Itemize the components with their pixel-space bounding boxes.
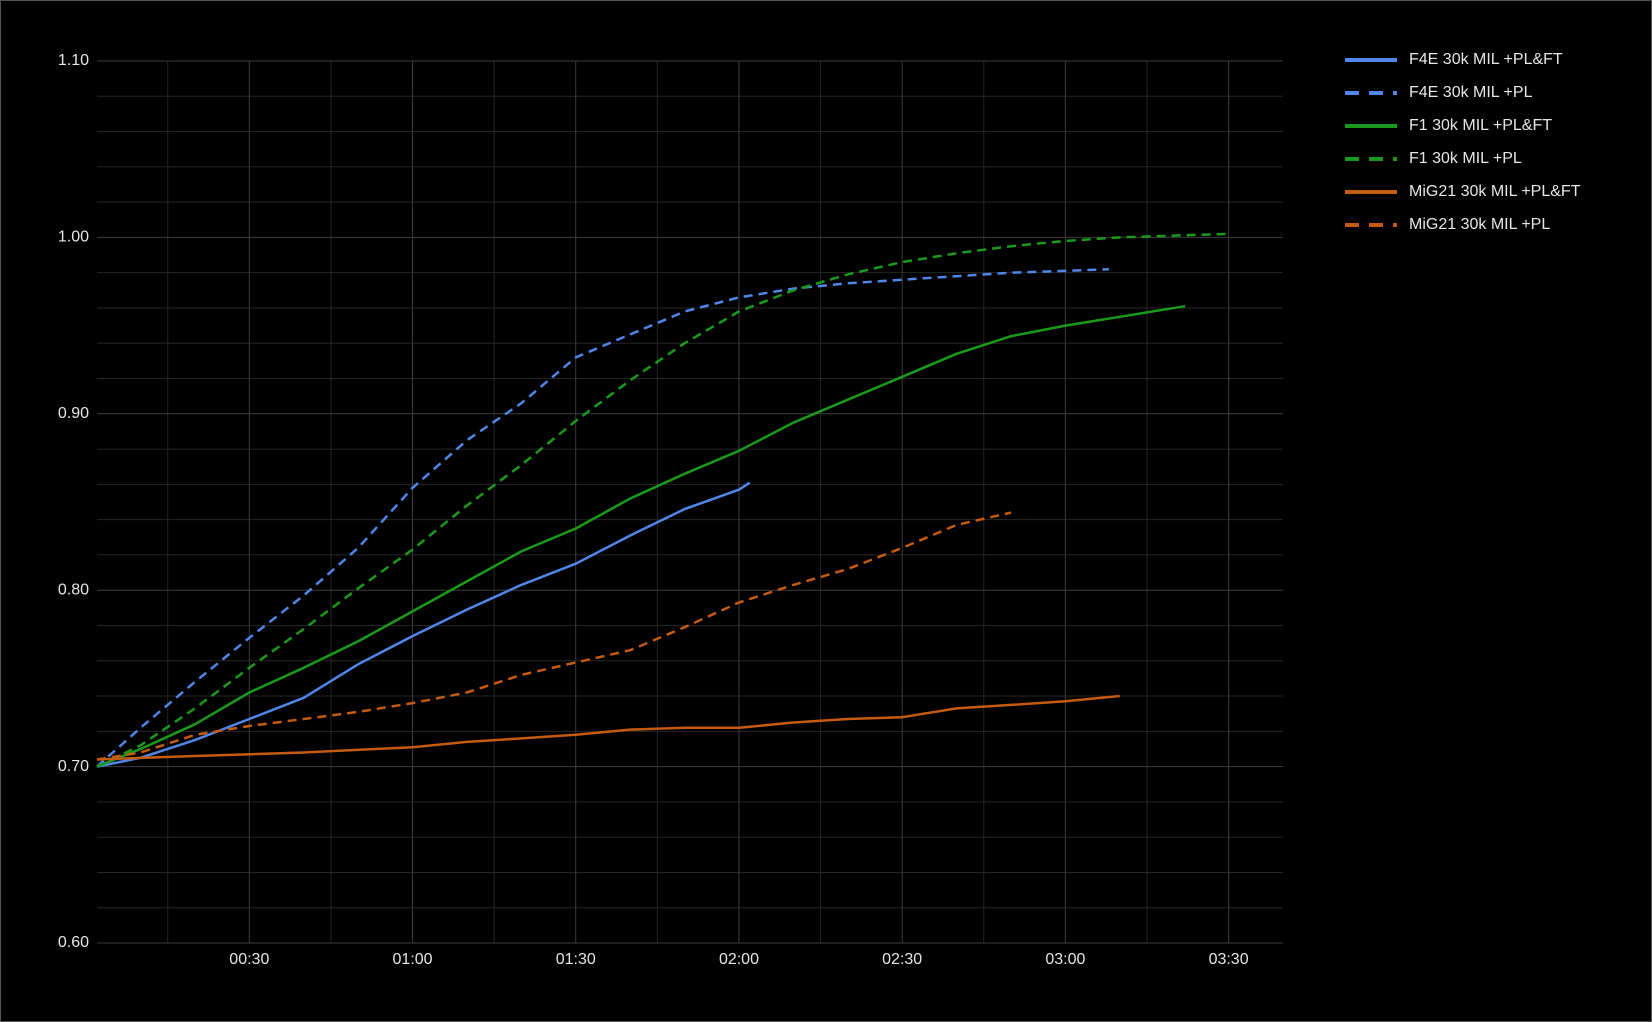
y-tick-label: 0.80	[58, 581, 89, 598]
x-tick-label: 02:00	[719, 951, 759, 968]
x-tick-label: 00:30	[229, 951, 269, 968]
series-line	[96, 304, 1186, 768]
legend-label: MiG21 30k MIL +PL	[1409, 216, 1550, 233]
x-tick-label: 01:00	[393, 951, 433, 968]
x-tick-label: 01:30	[556, 951, 596, 968]
x-tick-label: 03:30	[1209, 951, 1249, 968]
legend-label: MiG21 30k MIL +PL&FT	[1409, 183, 1581, 200]
y-tick-label: 0.70	[58, 758, 89, 775]
y-tick-label: 0.60	[58, 934, 89, 951]
series-line	[96, 232, 1229, 768]
legend-label: F4E 30k MIL +PL&FT	[1409, 51, 1563, 68]
legend-label: F4E 30k MIL +PL	[1409, 84, 1533, 101]
legend-label: F1 30k MIL +PL	[1409, 150, 1522, 167]
series-line	[96, 481, 751, 768]
legend-label: F1 30k MIL +PL&FT	[1409, 117, 1552, 134]
y-tick-label: 1.10	[58, 52, 89, 69]
series-line	[96, 267, 1109, 768]
series-line	[96, 694, 1120, 761]
x-tick-label: 02:30	[882, 951, 922, 968]
y-tick-label: 0.90	[58, 405, 89, 422]
y-tick-label: 1.00	[58, 229, 89, 246]
series-line	[96, 511, 1012, 761]
x-tick-label: 03:00	[1045, 951, 1085, 968]
